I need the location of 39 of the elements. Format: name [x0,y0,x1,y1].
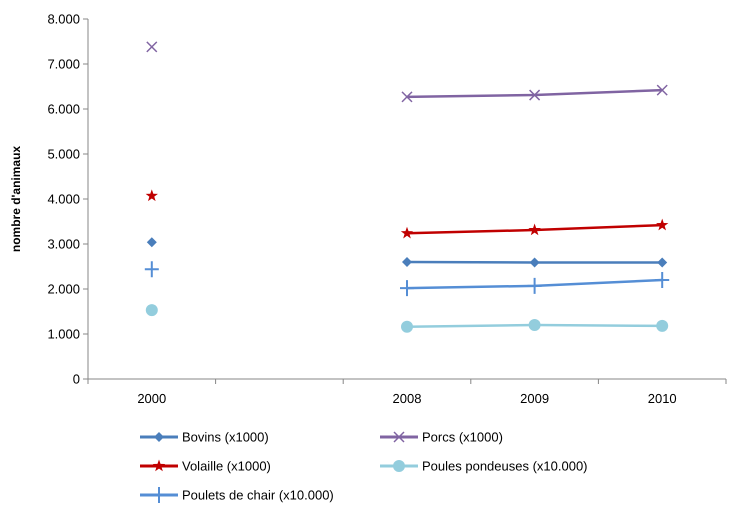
y-tick-label: 8.000 [47,12,80,27]
point [526,276,543,295]
point [656,84,668,96]
point [401,320,413,333]
point [144,260,160,278]
point [146,304,158,316]
point [656,218,668,230]
point [657,257,668,268]
y-tick-label: 7.000 [47,56,80,72]
y-tick-label: 0 [72,372,80,387]
y-axis-title: nombre d'animaux [9,146,23,252]
point [146,237,157,248]
point [401,91,413,103]
point [400,226,414,238]
point [530,257,540,268]
legend-label: Volaille (x1000) [182,458,271,474]
legend-label: Poulets de chair (x10.000) [182,488,334,503]
x-tick-label: 2008 [392,391,422,406]
legend-label: Porcs (x1000) [422,430,503,445]
point [528,319,541,331]
legend-label: Bovins (x1000) [182,430,269,445]
y-tick-label: 6.000 [47,102,80,117]
point [146,189,158,202]
point [402,257,412,267]
x-tick-label: 2010 [648,391,677,406]
point [528,224,541,236]
x-tick-label: 2000 [137,391,166,406]
point [528,89,540,101]
y-tick-label: 3.000 [47,236,80,252]
y-tick-label: 4.000 [47,192,80,207]
point [146,41,158,53]
x-tick-label: 2009 [520,391,550,406]
y-tick-label: 1.000 [47,326,80,342]
point [654,271,670,289]
legend-label: Poules pondeuses (x10.000) [422,458,588,474]
y-tick-label: 2.000 [47,282,80,297]
point [399,279,415,298]
point [656,320,668,332]
y-tick-label: 5.000 [47,146,80,162]
